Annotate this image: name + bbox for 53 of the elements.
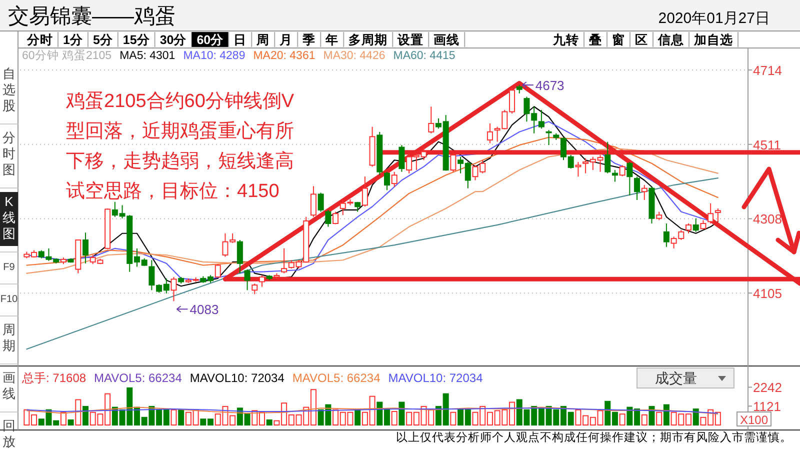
text: MA30: 4426 — [323, 50, 386, 62]
text: 叠 — [588, 33, 602, 47]
text: 信息 — [657, 32, 685, 47]
text: F9 — [3, 262, 16, 273]
annotation: 4083 — [190, 302, 219, 318]
text: F10 — [0, 294, 18, 305]
text: 以上仅代表分析师个人观点不构成任何操作建议；期市有风险入市需谨慎。 — [396, 430, 792, 444]
y-tick-label: 4105 — [753, 286, 782, 302]
text: 多周期 — [348, 33, 388, 47]
text: 设置 — [396, 33, 424, 47]
text: 5分 — [92, 33, 114, 47]
text: 画线 — [434, 33, 460, 47]
text: X100 — [740, 413, 768, 427]
text: MA60: 4415 — [393, 50, 456, 62]
text: 区 — [635, 33, 648, 47]
text: 2020年01月27日 — [658, 10, 770, 27]
text: 1分 — [63, 33, 84, 47]
chart-subtitle: 60分钟 鸡蛋2105 — [22, 49, 112, 62]
y-tick-label: 2242 — [753, 380, 782, 396]
text: 月 — [278, 33, 293, 47]
y-tick-label: 1121 — [753, 399, 781, 414]
text: 60分 — [196, 33, 225, 47]
annotation: MAVOL5: 66234 — [94, 371, 182, 385]
text: MA10: 4289 — [183, 50, 246, 62]
series-label: MAVOL5: 66234 — [292, 371, 381, 385]
series-label: MAVOL10: 72034 — [388, 371, 484, 385]
annotation: 4673 — [535, 78, 564, 93]
text: 分时图 — [2, 130, 16, 177]
annotation: 成交量 — [655, 370, 697, 386]
text: 九转 — [552, 33, 579, 47]
text: 画线 — [2, 370, 16, 401]
text: 周期 — [2, 322, 16, 353]
chart-title: 交易锦囊——鸡蛋 — [8, 5, 176, 28]
text: 日 — [234, 33, 247, 47]
annotation: 总手: 71608 — [21, 371, 86, 385]
text: 自选股 — [2, 66, 16, 113]
text: 窗 — [612, 32, 625, 47]
annotation: MAVOL10: 72034 — [190, 371, 285, 385]
text: 分时 — [26, 33, 53, 47]
text: 周 — [256, 33, 270, 47]
y-tick-label: 4714 — [753, 62, 782, 78]
text: 年 — [324, 33, 339, 47]
text: 加自选 — [693, 33, 733, 47]
text: K线图 — [2, 194, 16, 241]
text: 30分 — [160, 33, 188, 47]
y-tick-label: 4511 — [753, 137, 781, 152]
y-tick-label: 4308 — [753, 212, 782, 227]
text: MA5: 4301 — [120, 50, 176, 62]
annotation: 鸡蛋2105合约60分钟线倒V型回落，近期鸡蛋重心有所下移，走势趋弱，短线逢高试空思路，目标位：4150 — [65, 91, 294, 202]
text: MA20: 4361 — [253, 50, 316, 62]
text: 季 — [302, 32, 316, 47]
text: 15分 — [122, 33, 151, 47]
text: 回放 — [2, 418, 16, 449]
